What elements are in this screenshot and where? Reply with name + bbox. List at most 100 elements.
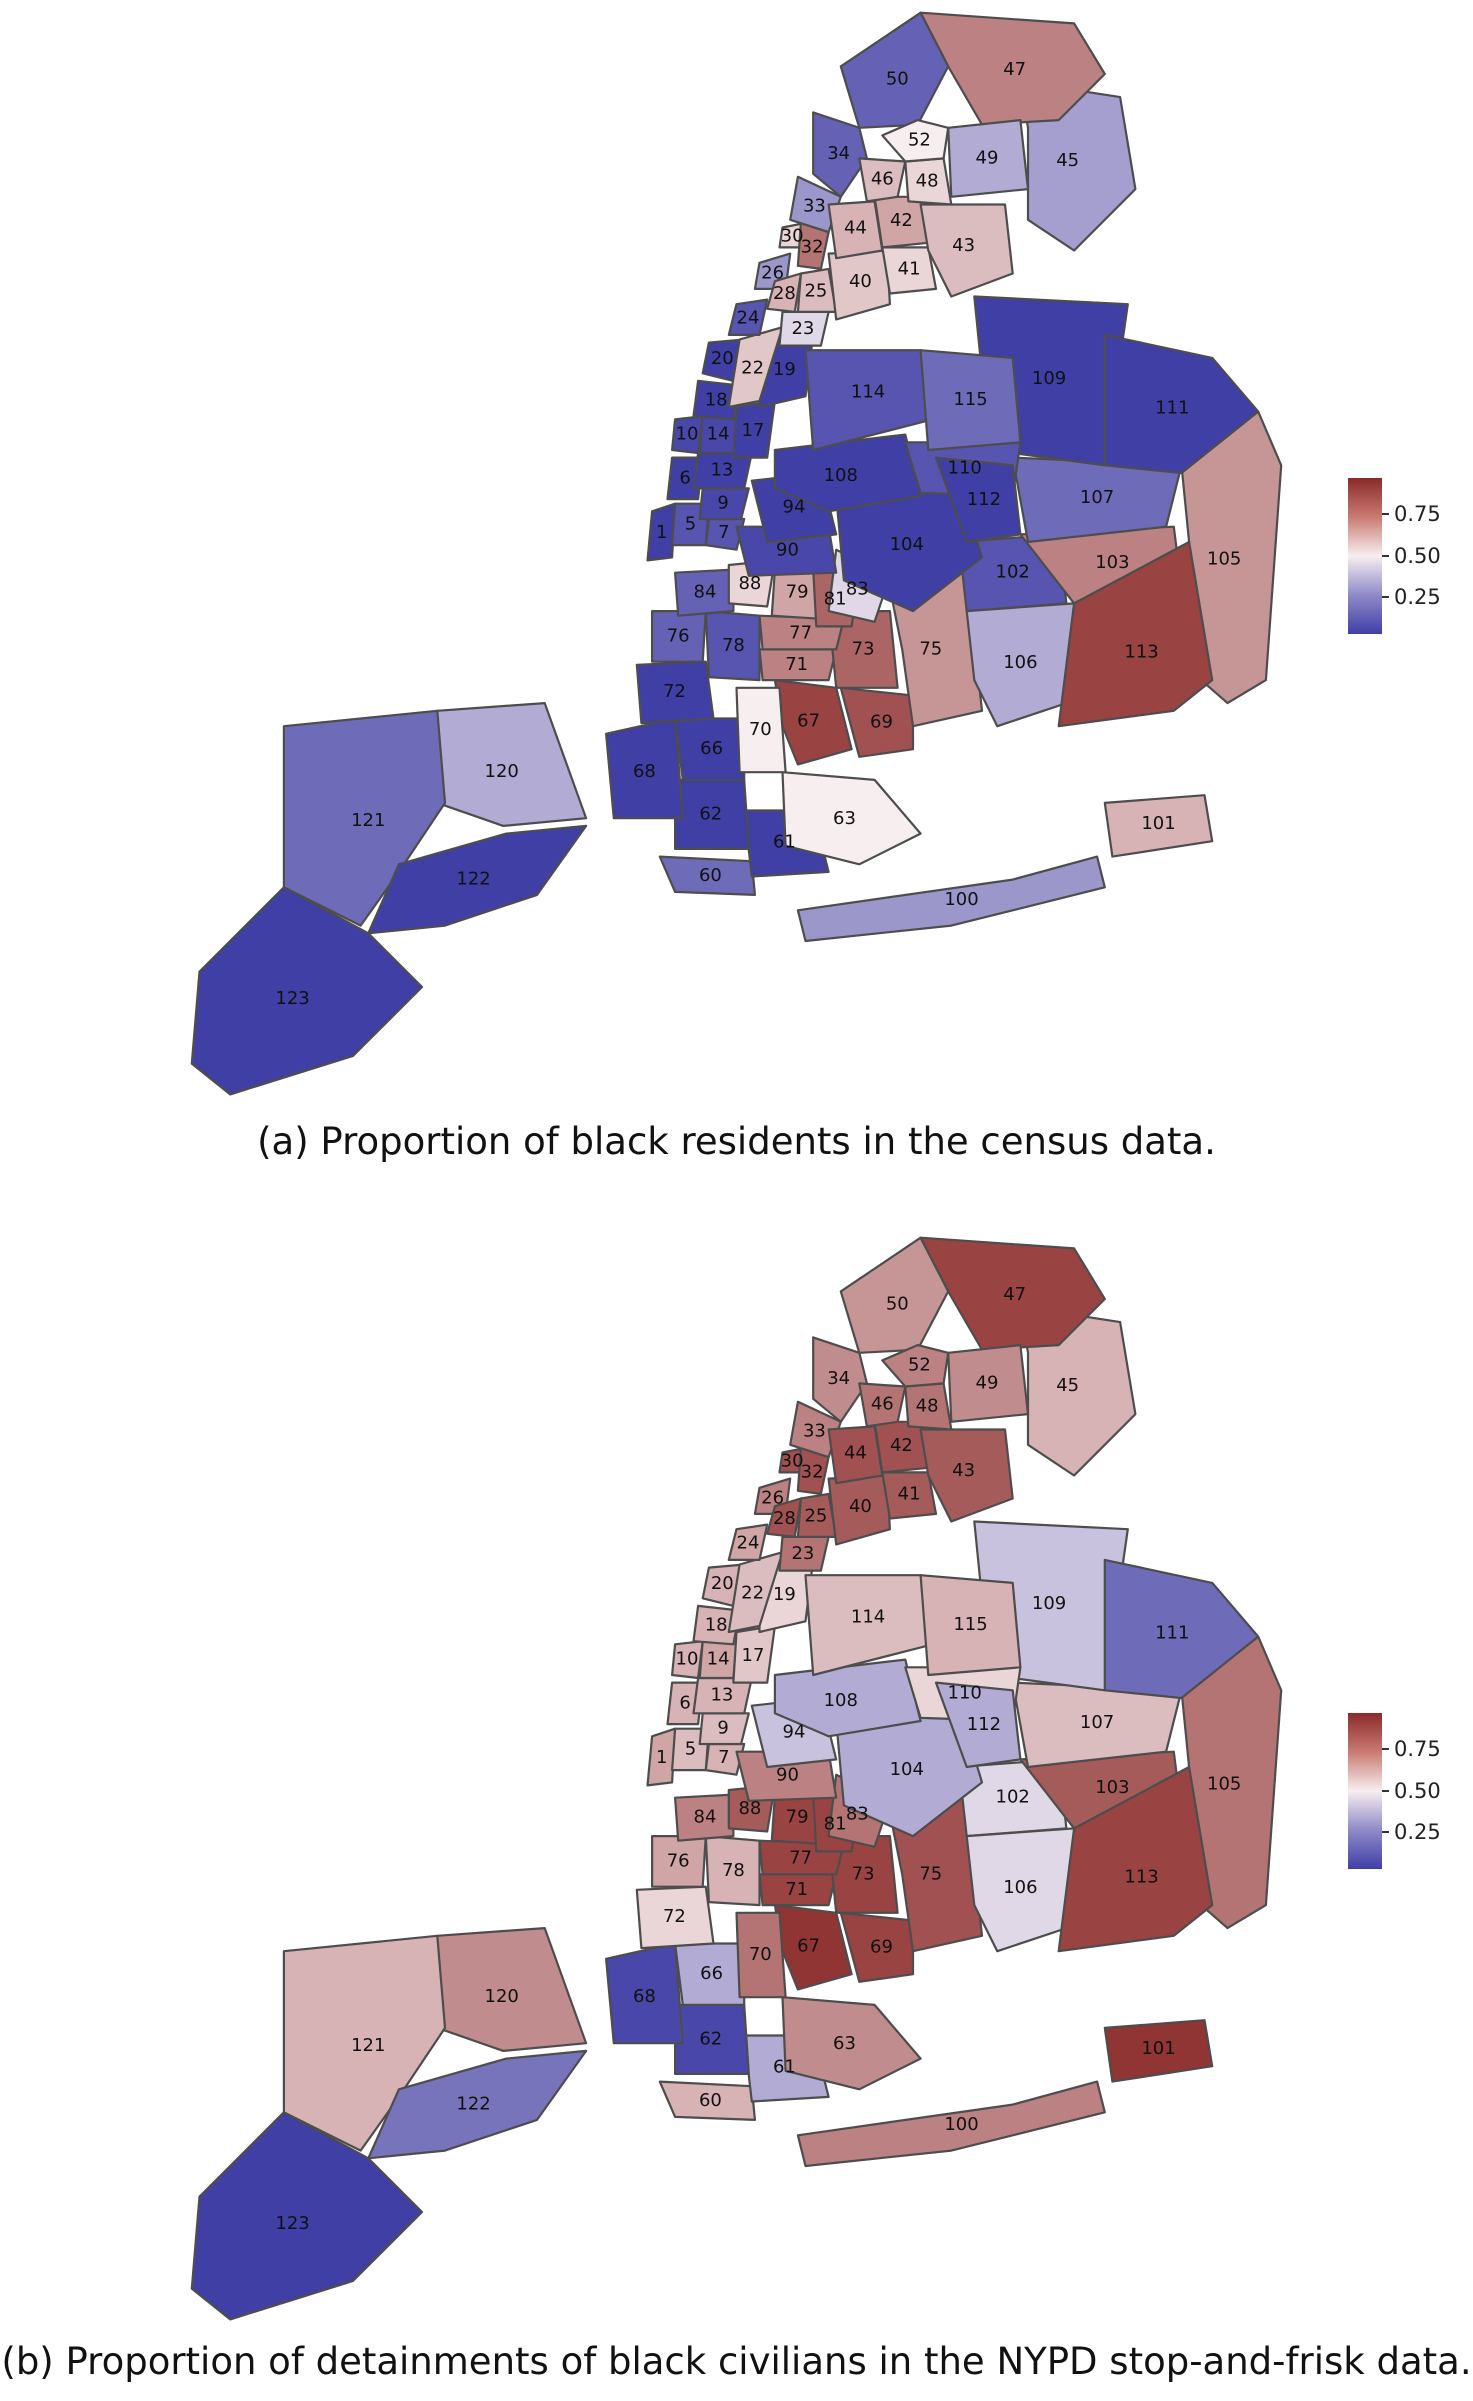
precinct-34 (812, 1336, 869, 1423)
precinct-label: 5 (685, 513, 696, 534)
precinct-label: 40 (849, 271, 872, 292)
precinct-label: 25 (804, 1506, 827, 1527)
precinct-label: 120 (485, 761, 519, 782)
precinct-22 (727, 1551, 784, 1634)
precinct-label: 83 (846, 579, 869, 600)
precinct-18 (692, 1604, 741, 1646)
precinct-label: 77 (789, 1847, 812, 1868)
precinct-label: 40 (849, 1496, 872, 1517)
legend-tick (1382, 596, 1389, 598)
figure-caption-b: (b) Proportion of detainments of black c… (1, 2340, 1472, 2383)
precinct-label: 70 (749, 1944, 772, 1965)
precinct-115 (919, 1574, 1022, 1677)
precinct-label: 106 (1003, 652, 1037, 673)
precinct-label: 72 (663, 681, 686, 702)
precinct-label: 25 (804, 281, 827, 302)
precinct-84 (673, 568, 735, 617)
precinct-label: 14 (707, 424, 730, 445)
precinct-28 (766, 272, 803, 313)
precinct-label: 52 (908, 1355, 931, 1376)
precinct-label: 94 (783, 497, 806, 518)
precinct-22 (727, 326, 784, 409)
precinct-63 (781, 1996, 922, 2091)
precinct-50 (839, 11, 950, 129)
precinct-label: 120 (485, 1986, 519, 2007)
precinct-label: 90 (776, 540, 799, 561)
precinct-63 (781, 771, 922, 866)
precinct-78 (704, 1834, 761, 1907)
precinct-label: 24 (737, 307, 760, 328)
precinct-label: 9 (717, 493, 728, 514)
precinct-label: 111 (1155, 1623, 1189, 1644)
color-legend: 0.75 0.50 0.25 (1348, 1713, 1468, 1883)
legend-tick (1382, 555, 1389, 557)
precinct-46 (858, 1382, 907, 1428)
legend-colorbar (1348, 478, 1382, 634)
precinct-label: 13 (710, 460, 733, 481)
precinct-label: 9 (717, 1718, 728, 1739)
precinct-label: 111 (1155, 398, 1189, 419)
precinct-label: 123 (275, 988, 309, 1009)
precinct-52 (881, 1343, 950, 1388)
precinct-28 (766, 1497, 803, 1538)
precinct-label: 71 (785, 654, 808, 675)
precinct-label: 61 (773, 2056, 796, 2077)
precinct-label: 1 (656, 1747, 667, 1768)
precinct-label: 66 (700, 1963, 723, 1984)
precinct-label: 50 (886, 69, 909, 90)
precinct-label: 60 (699, 865, 722, 886)
precinct-label: 42 (890, 1435, 913, 1456)
precinct-label: 14 (707, 1649, 730, 1670)
precinct-label: 49 (976, 1372, 999, 1393)
precinct-108 (773, 1658, 922, 1738)
precinct-label: 106 (1003, 1877, 1037, 1898)
precinct-label: 73 (852, 1863, 875, 1884)
precinct-label: 30 (781, 225, 804, 246)
precinct-41 (881, 1471, 938, 1520)
precinct-123 (190, 886, 424, 1096)
legend-label-high: 0.75 (1394, 1737, 1441, 1761)
precinct-115 (919, 349, 1022, 452)
precinct-label: 104 (890, 534, 924, 555)
precinct-69 (839, 1911, 915, 1983)
map-panel-stop-and-frisk: 1 5 6 7 9 10 13 14 17 18 19 20 22 23 24 25 26 28 30 32 33 34 4… (0, 1225, 1473, 2385)
precinct-label: 6 (679, 1692, 690, 1713)
precinct-label: 44 (844, 218, 867, 239)
precinct-label: 63 (833, 808, 856, 829)
precinct-label: 47 (1003, 1284, 1026, 1305)
precinct-label: 6 (679, 467, 690, 488)
precinct-68 (604, 1942, 684, 2045)
precinct-108 (773, 433, 922, 513)
precinct-label: 113 (1124, 642, 1158, 663)
precinct-label: 88 (738, 573, 761, 594)
precinct-label: 101 (1141, 2038, 1175, 2059)
precinct-label: 23 (791, 318, 814, 339)
precinct-label: 7 (718, 522, 729, 543)
precinct-label: 33 (803, 195, 826, 216)
precinct-label: 100 (944, 2114, 978, 2135)
precinct-label: 66 (700, 738, 723, 759)
precinct-45 (1019, 80, 1137, 252)
precinct-label: 69 (870, 711, 893, 732)
precinct-label: 68 (633, 761, 656, 782)
precinct-label: 47 (1003, 59, 1026, 80)
precinct-label: 5 (685, 1738, 696, 1759)
precinct-1 (646, 1727, 677, 1787)
precinct-33 (789, 175, 842, 234)
precinct-label: 81 (824, 1814, 847, 1835)
precinct-label: 77 (789, 622, 812, 643)
precinct-49 (947, 1343, 1030, 1423)
precinct-label: 49 (976, 147, 999, 168)
precinct-label: 17 (742, 1645, 765, 1666)
precinct-label: 20 (711, 1573, 734, 1594)
precinct-label: 72 (663, 1906, 686, 1927)
precinct-24 (727, 1523, 769, 1561)
precinct-label: 112 (967, 1714, 1001, 1735)
precinct-113 (1057, 540, 1214, 728)
precinct-label: 20 (711, 348, 734, 369)
precinct-label: 108 (824, 465, 858, 486)
precinct-label: 112 (967, 489, 1001, 510)
precinct-label: 107 (1080, 1712, 1114, 1733)
